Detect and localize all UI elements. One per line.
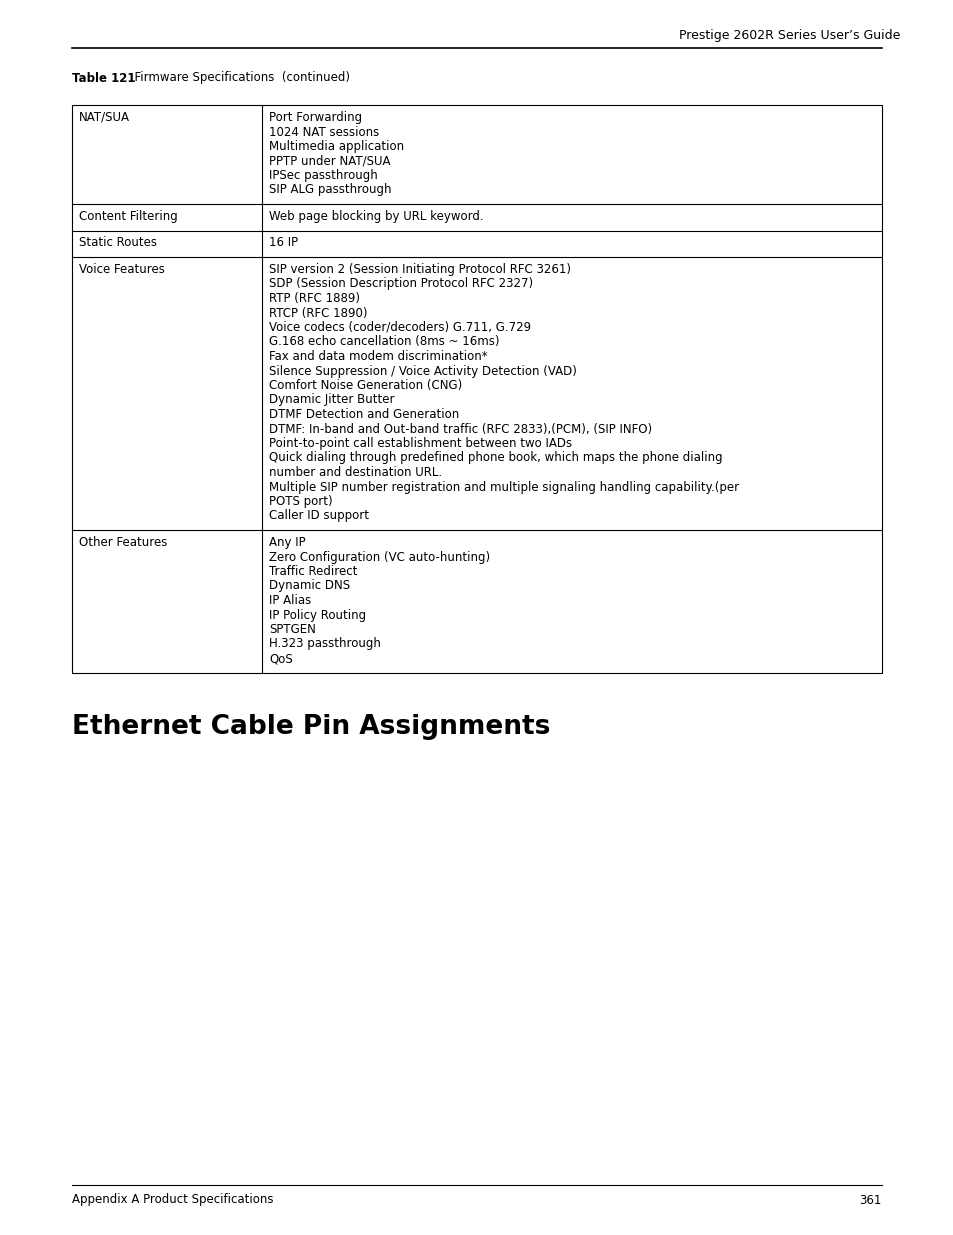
Text: Static Routes: Static Routes [79, 236, 157, 249]
Text: Any IP: Any IP [269, 536, 306, 550]
Text: SIP ALG passthrough: SIP ALG passthrough [269, 184, 392, 196]
Text: Point-to-point call establishment between two IADs: Point-to-point call establishment betwee… [269, 437, 572, 450]
Text: Voice Features: Voice Features [79, 263, 165, 275]
Text: Other Features: Other Features [79, 536, 167, 550]
Text: POTS port): POTS port) [269, 495, 333, 508]
Text: SDP (Session Description Protocol RFC 2327): SDP (Session Description Protocol RFC 23… [269, 278, 533, 290]
Text: Comfort Noise Generation (CNG): Comfort Noise Generation (CNG) [269, 379, 462, 391]
Text: DTMF Detection and Generation: DTMF Detection and Generation [269, 408, 459, 421]
Text: IP Alias: IP Alias [269, 594, 312, 606]
Text: SIP version 2 (Session Initiating Protocol RFC 3261): SIP version 2 (Session Initiating Protoc… [269, 263, 571, 275]
Text: Caller ID support: Caller ID support [269, 510, 369, 522]
Text: Table 121: Table 121 [71, 72, 135, 84]
Text: DTMF: In-band and Out-band traffic (RFC 2833),(PCM), (SIP INFO): DTMF: In-band and Out-band traffic (RFC … [269, 422, 652, 436]
Text: Zero Configuration (VC auto-hunting): Zero Configuration (VC auto-hunting) [269, 551, 490, 563]
Text: SPTGEN: SPTGEN [269, 622, 315, 636]
Bar [71, 105, 882, 673]
Text: Fax and data modem discrimination*: Fax and data modem discrimination* [269, 350, 488, 363]
Text: IP Policy Routing: IP Policy Routing [269, 609, 366, 621]
Text: Dynamic Jitter Butter: Dynamic Jitter Butter [269, 394, 395, 406]
Text: Content Filtering: Content Filtering [79, 210, 177, 224]
Text: RTP (RFC 1889): RTP (RFC 1889) [269, 291, 360, 305]
Text: Firmware Specifications  (continued): Firmware Specifications (continued) [127, 72, 350, 84]
Text: 16 IP: 16 IP [269, 236, 298, 249]
Text: Multimedia application: Multimedia application [269, 140, 404, 153]
Text: number and destination URL.: number and destination URL. [269, 466, 442, 479]
Text: Appendix A Product Specifications: Appendix A Product Specifications [71, 1193, 274, 1207]
Text: RTCP (RFC 1890): RTCP (RFC 1890) [269, 306, 368, 320]
Text: Voice codecs (coder/decoders) G.711, G.729: Voice codecs (coder/decoders) G.711, G.7… [269, 321, 531, 333]
Text: 361: 361 [859, 1193, 882, 1207]
Text: Silence Suppression / Voice Activity Detection (VAD): Silence Suppression / Voice Activity Det… [269, 364, 577, 378]
Text: Web page blocking by URL keyword.: Web page blocking by URL keyword. [269, 210, 483, 224]
Text: QoS: QoS [269, 652, 293, 664]
Text: Traffic Redirect: Traffic Redirect [269, 564, 357, 578]
Text: H.323 passthrough: H.323 passthrough [269, 637, 381, 651]
Text: G.168 echo cancellation (8ms ~ 16ms): G.168 echo cancellation (8ms ~ 16ms) [269, 336, 499, 348]
Text: Prestige 2602R Series User’s Guide: Prestige 2602R Series User’s Guide [678, 28, 899, 42]
Text: NAT/SUA: NAT/SUA [79, 111, 130, 124]
Text: PPTP under NAT/SUA: PPTP under NAT/SUA [269, 154, 391, 168]
Text: Multiple SIP number registration and multiple signaling handling capability.(per: Multiple SIP number registration and mul… [269, 480, 739, 494]
Text: Dynamic DNS: Dynamic DNS [269, 579, 350, 593]
Text: 1024 NAT sessions: 1024 NAT sessions [269, 126, 379, 138]
Text: Port Forwarding: Port Forwarding [269, 111, 362, 124]
Text: IPSec passthrough: IPSec passthrough [269, 169, 377, 182]
Text: Quick dialing through predefined phone book, which maps the phone dialing: Quick dialing through predefined phone b… [269, 452, 722, 464]
Text: Ethernet Cable Pin Assignments: Ethernet Cable Pin Assignments [71, 715, 550, 741]
